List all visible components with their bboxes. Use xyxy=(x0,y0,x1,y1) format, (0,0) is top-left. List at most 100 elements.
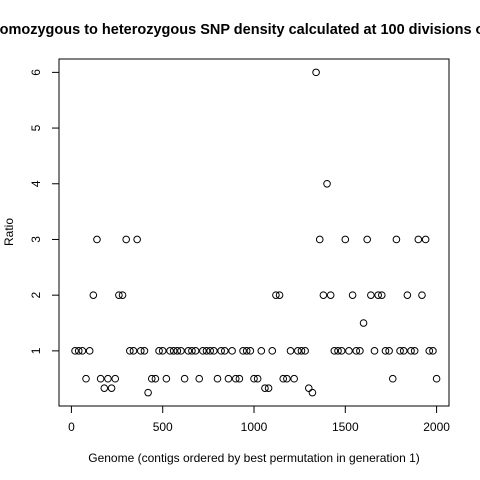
data-point xyxy=(100,384,109,392)
data-point xyxy=(312,68,320,77)
data-point xyxy=(107,384,116,392)
data-point xyxy=(89,291,98,299)
data-point xyxy=(334,347,342,355)
data-point xyxy=(381,347,390,355)
y-tick-label: 2 xyxy=(29,292,43,299)
data-point xyxy=(155,347,163,355)
data-point xyxy=(228,347,236,355)
data-point xyxy=(257,347,266,355)
data-point xyxy=(286,347,295,355)
data-point xyxy=(275,291,284,299)
data-point xyxy=(231,374,240,383)
data-point xyxy=(319,291,328,299)
x-axis: 0 500 1000 1500 2000 xyxy=(68,405,450,434)
data-point xyxy=(158,347,167,355)
data-point xyxy=(147,374,156,383)
data-point xyxy=(250,374,258,383)
data-point xyxy=(173,347,182,355)
data-point xyxy=(301,347,309,355)
data-point xyxy=(385,347,393,355)
data-point xyxy=(348,291,357,299)
data-point xyxy=(396,347,404,355)
data-point xyxy=(133,235,141,244)
data-point xyxy=(177,347,185,355)
data-point xyxy=(85,347,94,355)
data-point xyxy=(136,347,145,355)
data-point xyxy=(378,291,386,299)
data-point xyxy=(370,347,379,355)
data-point xyxy=(425,347,434,355)
data-point xyxy=(356,347,364,355)
data-point xyxy=(294,347,302,355)
data-point xyxy=(261,384,269,392)
data-point xyxy=(323,179,331,188)
data-point xyxy=(399,347,408,355)
data-point xyxy=(429,347,437,355)
data-point xyxy=(126,347,134,355)
data-point xyxy=(304,384,313,392)
data-point xyxy=(71,347,79,355)
data-point xyxy=(308,388,317,397)
data-point xyxy=(392,235,401,244)
data-point xyxy=(199,347,207,355)
data-point xyxy=(283,374,291,383)
data-point xyxy=(272,291,280,299)
data-point xyxy=(188,347,196,355)
data-point xyxy=(206,347,214,355)
data-point xyxy=(367,291,375,299)
data-point xyxy=(297,347,306,355)
data-point xyxy=(111,374,120,383)
data-point xyxy=(96,374,105,383)
data-point xyxy=(337,347,346,355)
data-point xyxy=(242,347,251,355)
y-tick-label: 4 xyxy=(29,180,43,187)
data-point xyxy=(432,374,441,383)
data-point xyxy=(162,374,171,383)
data-point xyxy=(213,374,222,383)
data-point xyxy=(279,374,288,383)
x-axis-label: Genome (contigs ordered by best permutat… xyxy=(88,451,420,465)
data-points xyxy=(71,68,441,397)
x-tick-label: 1500 xyxy=(332,420,359,434)
data-point xyxy=(253,374,262,383)
chart-title: homozygous to heterozygous SNP density c… xyxy=(0,22,480,38)
data-point xyxy=(93,235,101,244)
y-tick-label: 6 xyxy=(29,69,43,76)
data-point xyxy=(363,235,372,244)
data-point xyxy=(118,291,127,299)
data-point xyxy=(210,347,218,355)
x-tick-label: 500 xyxy=(153,420,173,434)
data-point xyxy=(202,347,211,355)
data-point xyxy=(352,347,361,355)
x-tick-label: 1000 xyxy=(241,420,268,434)
data-point xyxy=(341,235,350,244)
data-point xyxy=(264,384,273,392)
data-point xyxy=(184,347,193,355)
data-point xyxy=(140,347,149,355)
data-point xyxy=(74,347,83,355)
data-point xyxy=(418,291,426,299)
data-point xyxy=(315,235,324,244)
data-point xyxy=(388,374,397,383)
data-point xyxy=(290,374,298,383)
data-point xyxy=(122,235,130,244)
y-tick-label: 3 xyxy=(29,236,43,243)
data-point xyxy=(224,374,233,383)
data-point xyxy=(180,374,189,383)
data-point xyxy=(235,374,244,383)
data-point xyxy=(326,291,335,299)
data-point xyxy=(421,235,430,244)
data-point xyxy=(246,347,255,355)
data-point xyxy=(217,347,225,355)
x-tick-label: 2000 xyxy=(423,420,450,434)
data-point xyxy=(407,347,415,355)
data-point xyxy=(359,319,368,327)
data-point xyxy=(191,347,200,355)
data-point xyxy=(410,347,419,355)
data-point xyxy=(151,374,160,383)
data-point xyxy=(104,374,112,383)
y-tick-label: 5 xyxy=(29,124,43,131)
y-tick-label: 1 xyxy=(29,347,43,354)
y-axis: 1 2 3 4 5 6 xyxy=(29,69,60,354)
